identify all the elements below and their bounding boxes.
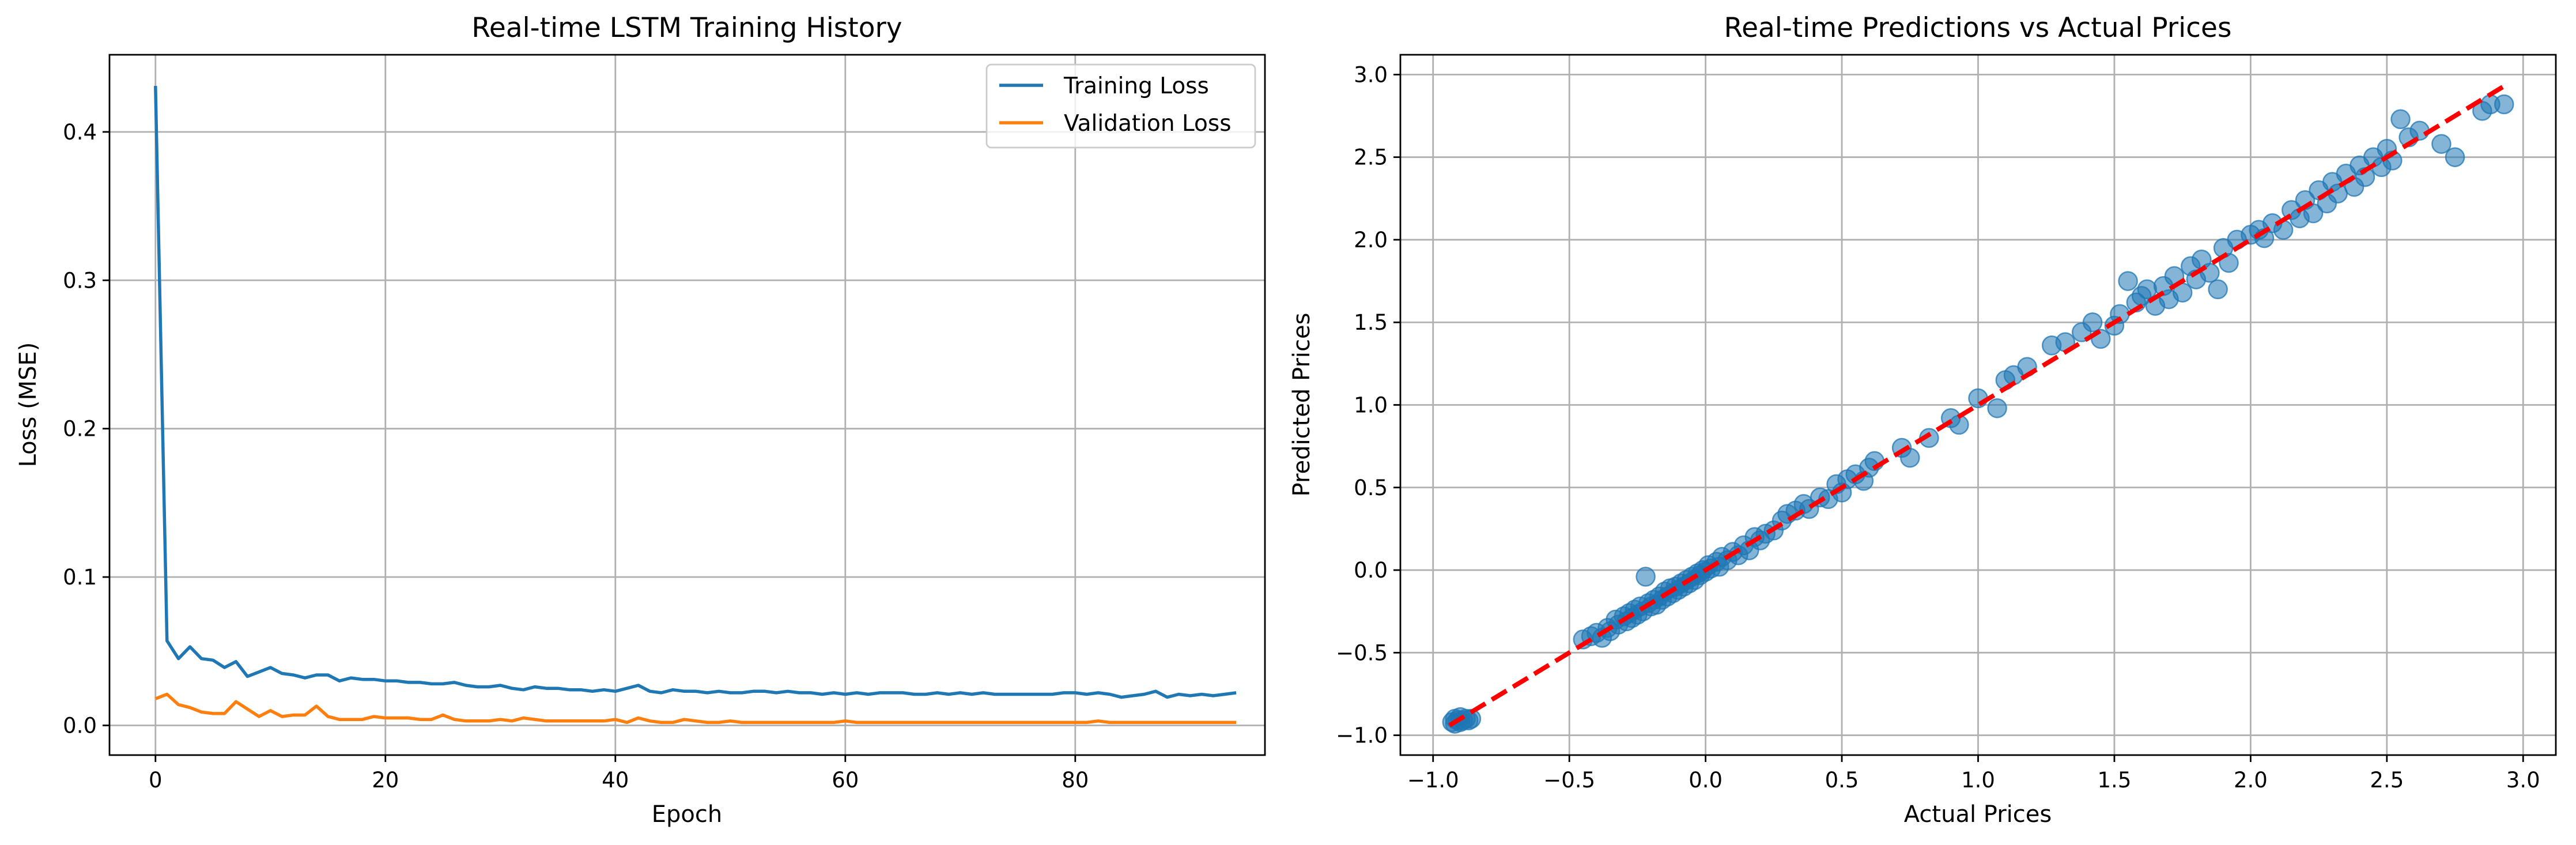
y-tick-label: 0.0 — [1354, 558, 1388, 583]
y-tick-label: 0.3 — [63, 268, 97, 293]
x-axis-label: Actual Prices — [1904, 801, 2052, 828]
scatter-point — [2137, 279, 2157, 300]
ideal-reference-line — [1448, 82, 2508, 727]
y-tick-label: 0.1 — [63, 565, 97, 590]
x-tick-labels: 0 20 40 60 80 — [149, 755, 1089, 793]
x-axis-label: Epoch — [652, 801, 722, 828]
x-tick-label: 2.5 — [2370, 768, 2404, 793]
y-tick-label: −1.0 — [1336, 723, 1388, 748]
y-tick-label: 0.4 — [63, 120, 97, 145]
validation-loss-line — [154, 692, 1237, 725]
x-tick-label: 40 — [602, 768, 629, 793]
y-tick-label: 2.5 — [1354, 145, 1388, 170]
x-tick-label: −0.5 — [1543, 768, 1595, 793]
y-tick-label: −0.5 — [1336, 640, 1388, 665]
legend: Training Loss Validation Loss — [985, 63, 1256, 149]
scatter-point — [1987, 398, 2007, 418]
scatter-point — [2303, 203, 2324, 224]
training-loss-line — [154, 86, 1237, 699]
scatter-point — [2118, 271, 2138, 291]
y-tick-labels: 0.0 0.1 0.2 0.3 0.4 — [63, 120, 109, 738]
grid — [109, 55, 1265, 755]
y-axis-label: Predicted Prices — [1289, 313, 1315, 497]
scatter-point — [2390, 109, 2411, 130]
x-tick-label: −1.0 — [1407, 768, 1459, 793]
x-tick-label: 20 — [372, 768, 399, 793]
reference-line-group — [1448, 82, 2508, 727]
scatter-point — [2082, 312, 2103, 333]
y-tick-labels: −1.0 −0.5 0.0 0.5 1.0 1.5 2.0 2.5 3.0 — [1336, 62, 1400, 748]
series-lines — [154, 86, 1237, 725]
scatter-point — [2494, 94, 2514, 115]
x-tick-label: 2.0 — [2234, 768, 2268, 793]
x-tick-label: 0.5 — [1825, 768, 1859, 793]
plot-frame — [108, 54, 1266, 756]
scatter-point — [2208, 279, 2228, 300]
scatter-point — [2445, 147, 2465, 167]
legend-label-training: Training Loss — [1063, 73, 1209, 99]
y-tick-label: 0.5 — [1354, 476, 1388, 500]
scatter-point — [1968, 388, 1988, 409]
y-tick-label: 0.0 — [63, 714, 97, 738]
x-tick-label: 1.0 — [1961, 768, 1995, 793]
x-tick-label: 1.5 — [2098, 768, 2132, 793]
y-tick-label: 0.2 — [63, 417, 97, 442]
y-tick-label: 3.0 — [1354, 62, 1388, 87]
training-history-chart: Real-time LSTM Training History 0 20 40 60 8… — [15, 12, 1266, 828]
scatter-point — [2431, 134, 2452, 154]
x-tick-label: 3.0 — [2506, 768, 2540, 793]
predictions-vs-actual-chart: Real-time Predictions vs Actual Prices −… — [1289, 12, 2557, 828]
grid — [1400, 55, 2556, 755]
y-tick-label: 1.0 — [1354, 393, 1388, 418]
x-tick-labels: −1.0 −0.5 0.0 0.5 1.0 1.5 2.0 2.5 3.0 — [1407, 755, 2540, 793]
y-tick-label: 1.5 — [1354, 310, 1388, 335]
y-tick-label: 2.0 — [1354, 228, 1388, 252]
y-axis-label: Loss (MSE) — [15, 342, 41, 467]
legend-frame — [985, 63, 1256, 149]
x-tick-label: 0 — [149, 768, 163, 793]
scatter-point — [1636, 567, 1656, 587]
x-tick-label: 80 — [1062, 768, 1089, 793]
legend-label-validation: Validation Loss — [1064, 111, 1232, 137]
chart-title: Real-time Predictions vs Actual Prices — [1724, 12, 2232, 44]
plot-frame — [1399, 54, 2557, 756]
x-tick-label: 0.0 — [1689, 768, 1723, 793]
x-tick-label: 60 — [832, 768, 859, 793]
chart-title: Real-time LSTM Training History — [471, 12, 902, 44]
